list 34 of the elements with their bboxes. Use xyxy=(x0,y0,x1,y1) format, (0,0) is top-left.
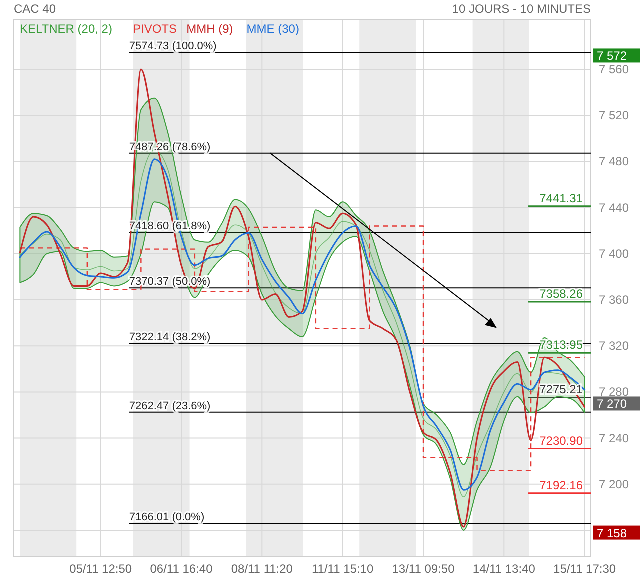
y2-tick-label: 7 572 xyxy=(597,49,628,64)
y-tick-label: 7 360 xyxy=(599,293,630,308)
x-tick-label: 15/11 17:30 xyxy=(554,562,616,576)
ref-line-label: 7322.14 (38.2%) xyxy=(129,332,211,344)
ref-line-label: 7230.90 xyxy=(540,434,584,448)
ref-line-label: 7574.73 (100.0%) xyxy=(129,40,217,53)
x-tick-label: 14/11 13:40 xyxy=(472,562,536,576)
ref-line-label: 7441.31 xyxy=(540,191,584,206)
y-tick-label: 7 440 xyxy=(599,200,630,215)
y-tick-label: 7 560 xyxy=(599,62,630,77)
y-tick-label: 7 480 xyxy=(599,154,630,169)
ref-line-label: 7192.16 xyxy=(540,478,584,492)
y-tick-label: 7 240 xyxy=(599,431,630,446)
x-tick-label: 13/11 09:50 xyxy=(392,562,456,576)
x-tick-label: 05/11 12:50 xyxy=(70,562,132,576)
text: KELTNER (20, 2) xyxy=(20,22,112,36)
x-tick-label: 06/11 16:40 xyxy=(150,562,214,576)
y2-tick-label: 7 270 xyxy=(597,397,628,412)
y-tick-label: 7 320 xyxy=(599,339,630,354)
y-tick-label: 7 400 xyxy=(599,246,630,261)
x-tick-label: 08/11 11:20 xyxy=(231,562,294,576)
ref-line-label: 7358.26 xyxy=(540,287,584,302)
y-tick-label: 7 520 xyxy=(599,108,630,123)
x-tick-label: 11/11 15:10 xyxy=(312,562,374,576)
chart-title: CAC 40 xyxy=(14,2,56,16)
ref-line-label: 7166.01 (0.0%) xyxy=(129,512,205,524)
text: PIVOTS xyxy=(133,22,178,36)
ref-line-label: 7262.47 (23.6%) xyxy=(129,400,211,412)
y-tick-label: 7 280 xyxy=(599,385,630,400)
y-tick-label: 7 200 xyxy=(599,477,630,492)
chart-subtitle: 10 JOURS - 10 MINUTES xyxy=(452,2,591,16)
y2-tick-label: 7 158 xyxy=(597,526,628,540)
text: MME (30) xyxy=(246,22,300,36)
text: MMH (9) xyxy=(186,22,234,36)
